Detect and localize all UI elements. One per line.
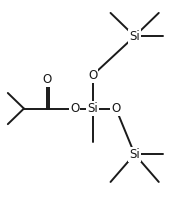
Text: Si: Si <box>129 30 140 43</box>
Text: O: O <box>88 69 97 82</box>
Text: O: O <box>42 73 52 86</box>
Text: Si: Si <box>87 102 98 115</box>
Text: O: O <box>70 102 79 115</box>
Text: O: O <box>111 102 121 115</box>
Text: Si: Si <box>129 148 140 161</box>
